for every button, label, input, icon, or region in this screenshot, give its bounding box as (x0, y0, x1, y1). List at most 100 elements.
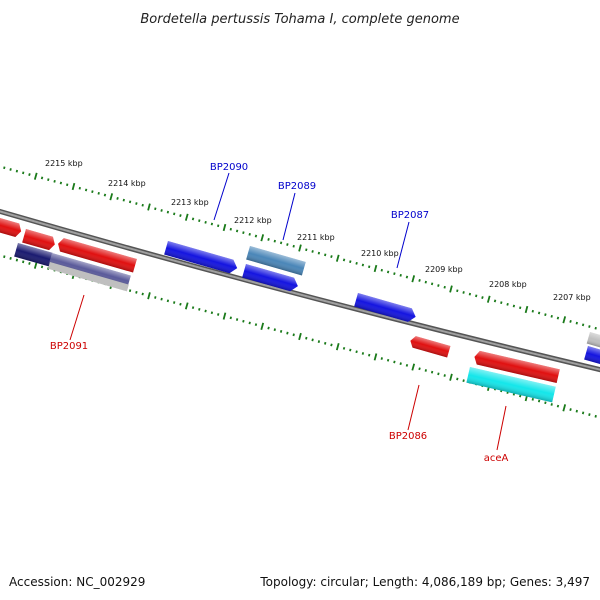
inner-tick (204, 309, 207, 313)
outer-tick (59, 181, 63, 185)
outer-tick (298, 244, 302, 252)
inner-tick (588, 413, 591, 417)
inner-tick (575, 409, 578, 413)
outer-tick (305, 248, 308, 252)
outer-tick (373, 264, 378, 273)
inner-tick (544, 401, 547, 405)
label-bp2087[interactable]: BP2087 (391, 210, 429, 221)
gene-bp2091[interactable] (56, 237, 137, 273)
inner-tick (173, 301, 176, 304)
gene-acea[interactable] (466, 367, 556, 403)
label-leaders (69, 172, 507, 451)
gene-blue-mid[interactable] (242, 264, 300, 293)
label-acea[interactable]: aceA (484, 453, 509, 464)
gene-navy[interactable] (14, 243, 53, 267)
inner-tick (349, 348, 352, 352)
kbp-label-2207: 2207 kbp (553, 293, 591, 302)
outer-tick (235, 229, 239, 233)
outer-tick (28, 173, 31, 176)
inner-tick (9, 256, 12, 260)
inner-tick (373, 353, 378, 361)
gene-blue-edge[interactable] (584, 346, 600, 365)
gene-grey-edge[interactable] (586, 332, 600, 350)
outer-tick (279, 241, 283, 245)
gene-purple-grey[interactable] (48, 253, 131, 288)
outer-tick (562, 316, 567, 324)
outer-tick (486, 295, 491, 303)
outer-tick (66, 183, 69, 187)
outer-tick (40, 176, 44, 180)
outer-tick (355, 261, 358, 265)
genome-summary-text: Topology: circular; Length: 4,086,189 bp… (259, 575, 590, 589)
inner-tick (147, 292, 151, 300)
kbp-label-2213: 2213 kbp (171, 198, 209, 207)
outer-tick (462, 291, 465, 294)
outer-tick (78, 186, 81, 190)
outer-tick (500, 301, 503, 305)
kbp-label-2212: 2212 kbp (234, 216, 272, 225)
outer-tick (135, 202, 138, 205)
outer-tick (260, 234, 265, 242)
inner-tick (260, 322, 265, 330)
gene-red-small[interactable] (22, 229, 57, 251)
outer-tick (198, 219, 201, 223)
inner-tick (15, 258, 19, 262)
inner-tick (229, 316, 232, 320)
outer-tick (569, 320, 572, 323)
gene-bp2087[interactable] (354, 293, 417, 324)
gene-bp2089[interactable] (246, 246, 306, 276)
outer-tick (184, 213, 189, 221)
inner-tick (335, 343, 340, 351)
outer-tick (204, 220, 207, 224)
inner-tick (562, 404, 567, 412)
map-title: Bordetella pertussis Tohama I, complete … (140, 12, 459, 27)
label-bp2091[interactable]: BP2091 (50, 341, 88, 352)
inner-tick (342, 346, 346, 350)
inner-tick (166, 299, 170, 303)
gene-grey[interactable] (48, 262, 129, 292)
outer-tick (179, 214, 182, 217)
label-bp2089[interactable]: BP2089 (278, 181, 316, 192)
outer-tick (128, 200, 132, 204)
outer-tick (217, 224, 220, 228)
outer-tick (481, 296, 484, 299)
gene-red-edge[interactable] (0, 215, 23, 238)
inner-tick (298, 332, 302, 341)
gene-bp2086[interactable] (409, 335, 451, 358)
outer-tick (22, 171, 25, 175)
outer-tick (361, 263, 365, 267)
outer-tick (160, 209, 163, 212)
outer-tick (424, 280, 427, 284)
inner-tick (179, 302, 182, 306)
gene-red-acea[interactable] (473, 350, 560, 383)
outer-tick (3, 166, 6, 170)
outer-tick (84, 188, 88, 192)
inner-tick (154, 296, 157, 299)
inner-tick (361, 352, 365, 355)
outer-tick (575, 321, 578, 325)
kbp-label-2215: 2215 kbp (45, 159, 83, 168)
outer-tick (537, 311, 541, 315)
label-bp2086[interactable]: BP2086 (389, 431, 427, 442)
outer-tick (311, 250, 314, 253)
inner-tick (286, 331, 289, 335)
outer-tick (229, 227, 232, 231)
outer-tick (267, 238, 270, 241)
outer-tick (147, 203, 151, 211)
leader-bp2087 (396, 221, 410, 269)
outer-tick (405, 275, 409, 279)
inner-tick (184, 302, 189, 310)
label-bp2090[interactable]: BP2090 (210, 162, 248, 173)
outer-tick (411, 275, 416, 283)
inner-tick (411, 363, 416, 371)
outer-tick (330, 255, 333, 258)
inner-tick (198, 307, 201, 311)
inner-tick (242, 319, 245, 323)
inner-tick (128, 289, 132, 293)
outer-tick (248, 232, 251, 236)
gene-bp2090[interactable] (164, 241, 239, 275)
inner-tick (443, 374, 446, 377)
inner-tick (324, 341, 327, 345)
inner-tick (141, 292, 144, 296)
